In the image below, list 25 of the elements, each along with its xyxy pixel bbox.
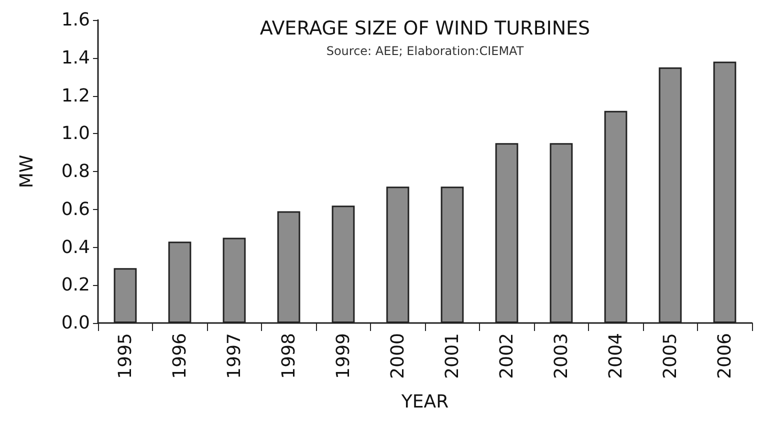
x-tick-label: 1998 (278, 333, 300, 379)
x-tick-label: 2000 (387, 333, 408, 379)
y-tick-label: 1.0 (61, 123, 90, 144)
x-tick-label: 2003 (550, 333, 572, 379)
x-tick-label: 2005 (660, 333, 681, 379)
x-tick-label: 2002 (496, 333, 518, 379)
text: Source: AEE; Elaboration:CIEMAT (326, 44, 524, 58)
y-tick-label: 0.4 (61, 236, 90, 258)
x-tick-label: 2006 (714, 333, 736, 379)
x-tick-label: 2001 (442, 333, 463, 379)
y-tick-label: 0.2 (61, 274, 90, 296)
x-tick-label: 2004 (605, 333, 626, 379)
y-tick-label: 1.4 (61, 47, 90, 68)
y-tick-label: 0.6 (61, 198, 90, 220)
x-tick-label: 1999 (332, 333, 354, 379)
y-tick-label: 0.8 (61, 161, 90, 182)
y-tick-label: 1.2 (61, 85, 90, 106)
y-tick-label: 0.0 (61, 312, 90, 334)
x-axis-title: YEAR (400, 392, 449, 412)
x-tick-label: 1996 (169, 333, 190, 379)
x-tick-label: 1995 (114, 333, 136, 379)
y-tick-label: 1.6 (61, 10, 90, 30)
x-tick-label: 1997 (224, 333, 245, 379)
chart-title: AVERAGE SIZE OF WIND TURBINES (260, 18, 590, 40)
y-axis-title: MW (16, 154, 38, 188)
